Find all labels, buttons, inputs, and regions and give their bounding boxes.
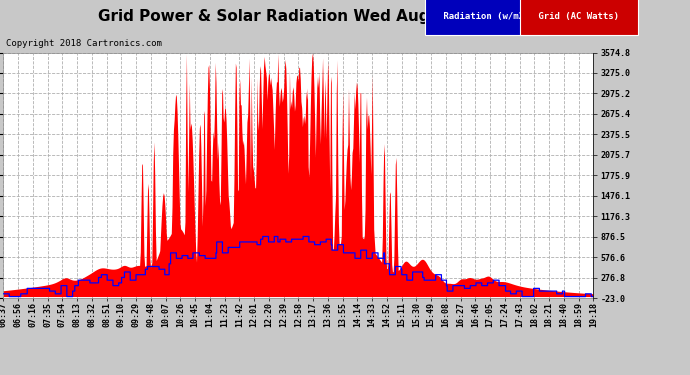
Text: Copyright 2018 Cartronics.com: Copyright 2018 Cartronics.com: [6, 39, 161, 48]
Text: Grid (AC Watts): Grid (AC Watts): [533, 12, 624, 21]
Text: Grid Power & Solar Radiation Wed Aug 29 19:32: Grid Power & Solar Radiation Wed Aug 29 …: [97, 9, 510, 24]
Text: Radiation (w/m2): Radiation (w/m2): [438, 12, 535, 21]
